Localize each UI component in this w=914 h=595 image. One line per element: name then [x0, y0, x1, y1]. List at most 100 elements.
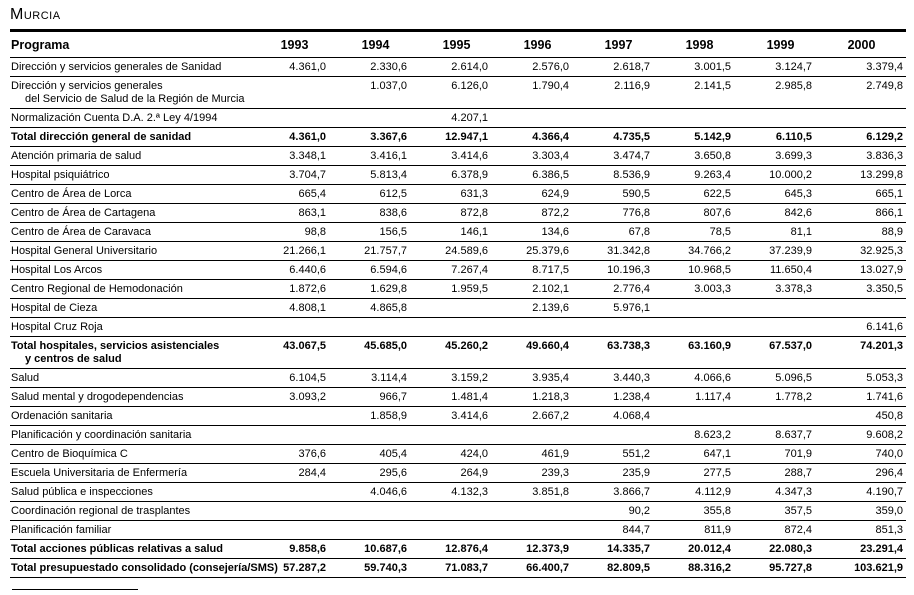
value-cell: 4.361,0 — [258, 127, 339, 147]
value-cell: 2.985,8 — [744, 76, 825, 109]
table-row: Hospital General Universitario 21.266,1 21… — [10, 241, 906, 261]
value-cell: 81,1 — [744, 222, 825, 242]
value-cell: 90,2 — [582, 501, 663, 521]
program-label-line1: Centro de Área de Cartagena — [11, 207, 156, 219]
table-row: Total dirección general de sanidad 4.361,… — [10, 127, 906, 147]
value-cell: 665,4 — [258, 184, 339, 204]
value-cell: 23.291,4 — [825, 539, 906, 559]
value-cell: 4.808,1 — [258, 298, 339, 318]
value-cell: 2.614,0 — [420, 57, 501, 77]
value-cell — [663, 406, 744, 426]
value-cell: 2.141,5 — [663, 76, 744, 109]
value-cell: 4.865,8 — [339, 298, 420, 318]
value-cell: 3.474,7 — [582, 146, 663, 166]
value-cell: 2.667,2 — [501, 406, 582, 426]
value-cell: 6.440,6 — [258, 260, 339, 280]
value-cell — [744, 406, 825, 426]
value-cell: 622,5 — [663, 184, 744, 204]
value-cell — [825, 298, 906, 318]
value-cell: 88.316,2 — [663, 558, 744, 578]
value-cell: 3.159,2 — [420, 368, 501, 388]
value-cell: 872,4 — [744, 520, 825, 540]
value-cell: 6.126,0 — [420, 76, 501, 109]
value-cell — [420, 425, 501, 445]
program-label-line1: Salud pública e inspecciones — [11, 486, 153, 498]
program-label: Salud pública e inspecciones — [10, 482, 258, 502]
header-row: Programa 1993 1994 1995 1996 1997 1998 1999 2000 — [10, 32, 906, 58]
value-cell: 1.741,6 — [825, 387, 906, 407]
value-cell — [744, 108, 825, 128]
value-cell: 450,8 — [825, 406, 906, 426]
value-cell: 355,8 — [663, 501, 744, 521]
value-cell: 95.727,8 — [744, 558, 825, 578]
value-cell — [825, 108, 906, 128]
program-label: Planificación y coordinación sanitaria — [10, 425, 258, 445]
value-cell: 31.342,8 — [582, 241, 663, 261]
value-cell: 1.117,4 — [663, 387, 744, 407]
value-cell: 63.738,3 — [582, 336, 663, 369]
value-cell: 5.813,4 — [339, 165, 420, 185]
value-cell: 1.872,6 — [258, 279, 339, 299]
program-label: Centro de Área de Caravaca — [10, 222, 258, 242]
program-label: Atención primaria de salud — [10, 146, 258, 166]
program-label-line2: del Servicio de Salud de la Región de Mu… — [25, 93, 245, 105]
value-cell — [258, 317, 339, 337]
value-cell — [582, 317, 663, 337]
value-cell: 872,2 — [501, 203, 582, 223]
program-label-line1: Total hospitales, servicios asistenciale… — [11, 340, 220, 352]
value-cell: 98,8 — [258, 222, 339, 242]
value-cell: 966,7 — [339, 387, 420, 407]
program-label: Total presupuestado consolidado (conseje… — [10, 558, 278, 578]
value-cell — [744, 298, 825, 318]
value-cell: 3.650,8 — [663, 146, 744, 166]
value-cell — [258, 425, 339, 445]
value-cell: 6.386,5 — [501, 165, 582, 185]
value-cell: 74.201,3 — [825, 336, 906, 369]
value-cell — [420, 298, 501, 318]
value-cell: 4.347,3 — [744, 482, 825, 502]
value-cell: 288,7 — [744, 463, 825, 483]
value-cell: 6.104,5 — [258, 368, 339, 388]
value-cell: 2.749,8 — [825, 76, 906, 109]
value-cell: 78,5 — [663, 222, 744, 242]
value-cell: 45.685,0 — [339, 336, 420, 369]
value-cell — [663, 108, 744, 128]
value-cell — [258, 482, 339, 502]
value-cell: 3.348,1 — [258, 146, 339, 166]
table-row: Coordinación regional de trasplantes 90,2… — [10, 501, 906, 521]
value-cell: 4.735,5 — [582, 127, 663, 147]
value-cell: 3.414,6 — [420, 146, 501, 166]
program-label-line1: Total presupuestado consolidado (conseje… — [11, 562, 278, 574]
value-cell: 146,1 — [420, 222, 501, 242]
value-cell: 4.190,7 — [825, 482, 906, 502]
program-label-line1: Salud mental y drogodependencias — [11, 391, 184, 403]
value-cell: 3.350,5 — [825, 279, 906, 299]
program-label: Hospital Los Arcos — [10, 260, 258, 280]
value-cell: 872,8 — [420, 203, 501, 223]
program-label: Total hospitales, servicios asistenciale… — [10, 336, 258, 369]
value-cell: 13.299,8 — [825, 165, 906, 185]
program-label: Centro Regional de Hemodonación — [10, 279, 258, 299]
column-header-year: 2000 — [825, 32, 906, 58]
value-cell: 3.093,2 — [258, 387, 339, 407]
value-cell: 740,0 — [825, 444, 906, 464]
value-cell — [501, 501, 582, 521]
program-label-line1: Centro de Área de Caravaca — [11, 226, 152, 238]
table-row: Escuela Universitaria de Enfermería 284,4… — [10, 463, 906, 483]
value-cell: 551,2 — [582, 444, 663, 464]
value-cell — [339, 520, 420, 540]
program-label-line1: Atención primaria de salud — [11, 150, 142, 162]
value-cell: 10.968,5 — [663, 260, 744, 280]
value-cell: 264,9 — [420, 463, 501, 483]
value-cell: 2.776,4 — [582, 279, 663, 299]
table-row: Centro de Área de Cartagena 863,1 838,6 872… — [10, 203, 906, 223]
value-cell: 3.935,4 — [501, 368, 582, 388]
value-cell: 6.129,2 — [825, 127, 906, 147]
value-cell: 82.809,5 — [582, 558, 663, 578]
value-cell: 156,5 — [339, 222, 420, 242]
value-cell: 20.012,4 — [663, 539, 744, 559]
value-cell: 1.037,0 — [339, 76, 420, 109]
value-cell — [582, 108, 663, 128]
program-label-line1: Centro de Bioquímica C — [11, 448, 128, 460]
value-cell: 295,6 — [339, 463, 420, 483]
